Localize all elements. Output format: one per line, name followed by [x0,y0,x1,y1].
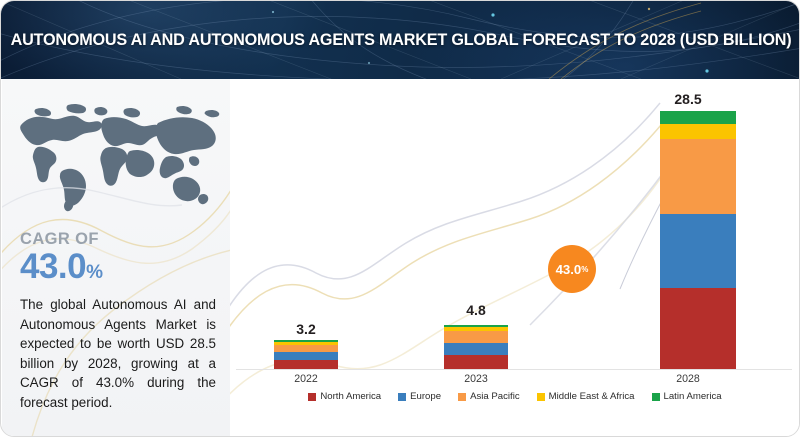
header-network-graphic [1,1,799,79]
segment-middle-east-africa [444,327,508,331]
legend-item-latin-america[interactable]: Latin America [651,391,722,402]
segment-north-america [660,288,736,369]
legend-swatch-asia-pacific [458,392,467,401]
segment-middle-east-africa [660,124,736,139]
left-summary-panel: CAGR OF 43.0% The global Autonomous AI a… [2,79,230,436]
chart-panel: 3.2 2022 4.8 2023 28.5 2028 [230,79,799,436]
segment-europe [660,214,736,288]
legend-label-europe: Europe [410,391,442,402]
legend-item-asia-pacific[interactable]: Asia Pacific [458,391,520,402]
bar-category-2023: 2023 [464,373,488,385]
segment-latin-america [444,325,508,327]
segment-north-america [274,360,338,369]
bar-total-2023: 4.8 [466,302,486,318]
bar-category-2022: 2022 [294,373,318,385]
bar-category-2028: 2028 [676,373,700,385]
world-map-icon [20,103,220,212]
chart-legend: North America Europe Asia Pacific Middle… [230,391,799,402]
bar-total-2022: 3.2 [296,321,316,337]
segment-middle-east-africa [274,342,338,345]
chart-baseline [236,369,792,370]
legend-item-europe[interactable]: Europe [398,391,441,402]
segment-asia-pacific [660,139,736,214]
legend-item-north-america[interactable]: North America [308,391,381,402]
legend-label-north-america: North America [320,391,382,402]
legend-swatch-europe [398,392,407,401]
cagr-badge: 43.0% [548,245,596,293]
page-title: AUTONOMOUS AI AND AUTONOMOUS AGENTS MARK… [10,30,792,49]
segment-latin-america [274,340,338,342]
segment-asia-pacific [444,331,508,343]
bar-2022[interactable] [274,340,338,369]
cagr-badge-value: 43.0 [555,261,582,277]
segment-asia-pacific [274,345,338,352]
legend-swatch-north-america [308,392,317,401]
bar-total-2028: 28.5 [674,91,702,107]
left-decorative-curves [2,186,230,436]
cagr-badge-percent: % [581,264,589,274]
segment-europe [274,352,338,360]
segment-europe [444,343,508,355]
bar-2028[interactable] [660,111,736,369]
legend-label-middle-east-africa: Middle East & Africa [548,391,635,402]
cagr-value: 43.0% [20,246,216,286]
legend-swatch-latin-america [651,392,660,401]
legend-swatch-middle-east-africa [536,392,545,401]
cagr-block: CAGR OF 43.0% [20,231,216,284]
cagr-number: 43.0 [20,246,87,286]
legend-item-middle-east-africa[interactable]: Middle East & Africa [536,391,635,402]
segment-latin-america [660,111,736,124]
segment-north-america [444,355,508,369]
legend-label-asia-pacific: Asia Pacific [470,391,520,402]
legend-label-latin-america: Latin America [663,391,722,402]
summary-description: The global Autonomous AI and Autonomous … [20,297,216,410]
header-banner: AUTONOMOUS AI AND AUTONOMOUS AGENTS MARK… [1,1,799,79]
bar-2023[interactable] [444,325,508,369]
cagr-label: CAGR OF [20,230,99,248]
cagr-percent-sign: % [86,261,103,283]
